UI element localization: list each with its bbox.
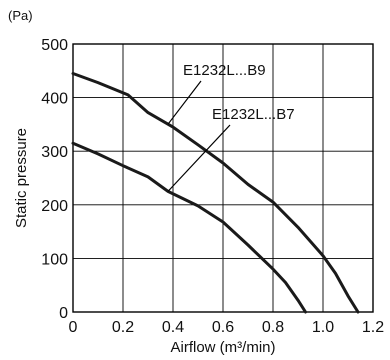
x-tick-label: 0.8 xyxy=(262,319,284,336)
series-label-b7: E1232L...B7 xyxy=(212,106,295,123)
annotation-leaders xyxy=(167,80,231,192)
grid xyxy=(73,44,373,312)
series-line-b9 xyxy=(71,72,360,314)
y-tick-label: 500 xyxy=(41,37,68,54)
x-axis-title: Airflow (m³/min) xyxy=(171,339,276,356)
x-tick-label: 0.2 xyxy=(112,319,134,336)
x-tick-labels: 0 0.2 0.4 0.6 0.8 1.0 1.2 xyxy=(69,319,385,336)
y-unit-label: (Pa) xyxy=(8,8,33,23)
x-tick-label: 0.4 xyxy=(162,319,184,336)
y-tick-label: 200 xyxy=(41,198,68,215)
leader-line xyxy=(167,80,202,125)
y-tick-labels: 0 100 200 300 400 500 xyxy=(41,37,68,322)
curves xyxy=(71,72,360,314)
y-tick-label: 300 xyxy=(41,144,68,161)
x-tick-label: 1.0 xyxy=(312,319,334,336)
leader-line xyxy=(167,124,231,192)
x-tick-label: 0.6 xyxy=(212,319,234,336)
series-label-b9: E1232L...B9 xyxy=(183,62,266,79)
series-line-b7 xyxy=(71,141,307,314)
y-tick-label: 0 xyxy=(59,305,68,322)
plot-frame xyxy=(72,43,374,313)
y-axis-title: Static pressure xyxy=(13,128,30,228)
y-tick-label: 100 xyxy=(41,251,68,268)
x-tick-label: 1.2 xyxy=(362,319,384,336)
y-tick-label: 400 xyxy=(41,91,68,108)
x-tick-label: 0 xyxy=(69,319,78,336)
